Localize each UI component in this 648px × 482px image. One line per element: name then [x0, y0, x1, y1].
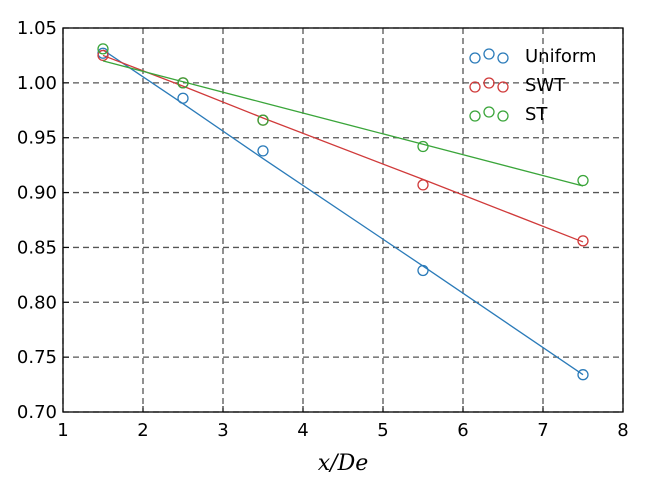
marker: [417, 140, 429, 153]
marker: [417, 179, 429, 191]
y-tick-label: 1.00: [17, 73, 57, 94]
marker: [577, 235, 589, 247]
x-tick-label: 2: [137, 420, 148, 441]
marker: [177, 92, 189, 104]
legend-marker: [469, 81, 481, 93]
fit-line: [102, 60, 584, 187]
legend-label: ST: [525, 104, 548, 125]
marker: [97, 43, 109, 55]
legend-marker: [483, 77, 495, 89]
x-tick-label: 1: [57, 420, 68, 441]
legend-marker: [469, 110, 481, 122]
x-tick-label: 7: [537, 420, 548, 441]
legend-marker: [497, 110, 509, 122]
y-tick-label: 0.75: [17, 347, 57, 368]
y-tick-label: 0.90: [17, 183, 57, 204]
legend-marker: [469, 52, 481, 64]
y-tick-label: 0.85: [17, 237, 57, 258]
plot-frame: [62, 27, 624, 413]
y-tick-label: 1.05: [17, 18, 57, 39]
legend-marker: [483, 106, 495, 118]
marker: [577, 174, 589, 187]
x-tick-label: 8: [617, 420, 628, 441]
legend-label: SWT: [525, 75, 566, 96]
legend-marker: [483, 48, 495, 60]
fit-line: [102, 54, 584, 243]
x-tick-label: 6: [457, 420, 468, 441]
x-tick-label: 4: [297, 420, 308, 441]
y-tick-label: 0.70: [17, 402, 57, 423]
legend-marker: [497, 52, 509, 64]
x-tick-label: 3: [217, 420, 228, 441]
x-axis-label: x/De: [318, 451, 368, 476]
marker: [257, 145, 269, 157]
marker: [97, 49, 109, 62]
fit-line: [102, 49, 584, 376]
marker: [177, 77, 189, 89]
x-tick-label: 5: [377, 420, 388, 441]
legend-label: Uniform: [525, 46, 597, 67]
y-tick-label: 0.80: [17, 292, 57, 313]
marker: [577, 369, 589, 381]
marker: [257, 114, 269, 126]
legend-marker: [497, 81, 509, 93]
y-tick-label: 0.95: [17, 128, 57, 149]
marker: [417, 264, 429, 277]
